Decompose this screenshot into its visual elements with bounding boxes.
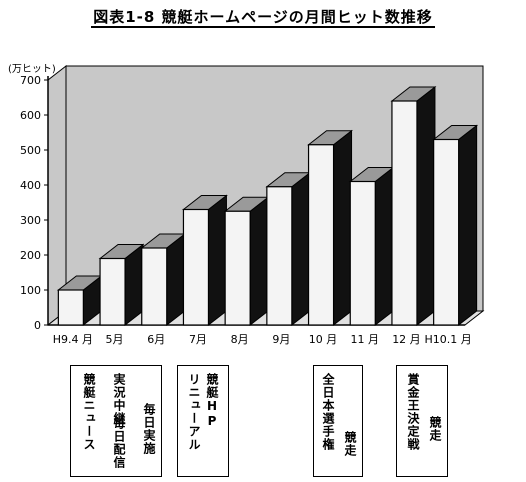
x-tick-labels: H9.4 月 5月 6月 7月 8月 9月 10 月 11 月 12 月 H10.1 月 (53, 333, 472, 346)
x-tick-label: 5月 (106, 333, 124, 346)
y-tick-label: 200 (20, 249, 41, 262)
y-tick-label: 400 (20, 179, 41, 192)
bar (181, 194, 228, 327)
x-tick-label: 10 月 (309, 333, 338, 346)
bar-side (291, 171, 311, 327)
y-tick-label: 700 (20, 74, 41, 87)
chart-title-text: 図表1-8 競艇ホームページの月間ヒット数推移 (91, 8, 435, 28)
bar-front (99, 257, 126, 326)
bar-front (266, 186, 293, 326)
annotation-line: 賞金王決定戦 (406, 373, 420, 451)
annotation-line: 競艇HP (205, 373, 219, 429)
bar-front (224, 210, 251, 326)
annotation-box-2: リニューアル 競艇HP (177, 365, 229, 477)
bar-chart: 0 100 200 300 400 500 600 700(万ヒット) H9.4 月 5月 6月 7… (8, 63, 485, 346)
x-tick-label: 12 月 (392, 333, 421, 346)
x-tick-label: 11 月 (351, 333, 380, 346)
y-tick-label: 100 (20, 284, 41, 297)
annotation-line: 競艇ニュース (82, 373, 96, 451)
bar (223, 196, 270, 327)
annotation-line: 全日本選手権 (321, 373, 335, 451)
x-tick-label: 7月 (189, 333, 207, 346)
bar-front (307, 144, 335, 326)
bar (140, 232, 187, 327)
y-tick-label: 0 (34, 319, 41, 332)
bar-side (166, 232, 186, 327)
bar-side (207, 194, 227, 327)
x-tick-label: 8月 (231, 333, 249, 346)
bar-front (433, 138, 460, 326)
bar-front (391, 100, 418, 326)
y-tick-label: 600 (20, 109, 41, 122)
x-tick-label: 6月 (147, 333, 165, 346)
x-tick-label: H9.4 月 (53, 333, 93, 346)
bar (390, 85, 437, 327)
y-axis-label: (万ヒット) (8, 63, 56, 75)
bar (432, 124, 479, 327)
chart-bars (56, 85, 479, 327)
annotation-line: 競走 (428, 416, 442, 442)
bar-side (249, 196, 269, 327)
x-tick-label: H10.1 月 (425, 333, 472, 346)
bar (265, 171, 312, 327)
y-tick-label: 500 (20, 144, 41, 157)
bar (56, 274, 103, 327)
bar-side (333, 129, 353, 327)
annotation-box-3: 全日本選手権 競走 (313, 365, 363, 477)
x-tick-label: 9月 (272, 333, 290, 346)
annotation-line: リニューアル (187, 373, 201, 451)
y-tick-label: 300 (20, 214, 41, 227)
bar-front (57, 289, 84, 326)
annotation-box-1: 競艇ニュース 実況中継 毎日配信 毎日実施 (70, 365, 162, 477)
chart-title: 図表1-8 競艇ホームページの月間ヒット数推移 (0, 6, 526, 28)
annotation-line: 毎日実施 (142, 403, 156, 455)
bar (348, 166, 395, 327)
bar-front (182, 208, 210, 326)
annotation-line: 実況中継 (112, 373, 126, 425)
bar-side (458, 124, 478, 327)
bar-front (349, 180, 376, 326)
annotation-box-4: 賞金王決定戦 競走 (396, 365, 448, 477)
bar (98, 243, 145, 327)
bar-side (416, 85, 436, 327)
bar (307, 129, 354, 327)
annotation-line: 競走 (343, 431, 357, 457)
bar-side (374, 166, 394, 327)
bar-front (141, 247, 168, 326)
annotation-line: 毎日配信 (112, 417, 126, 469)
